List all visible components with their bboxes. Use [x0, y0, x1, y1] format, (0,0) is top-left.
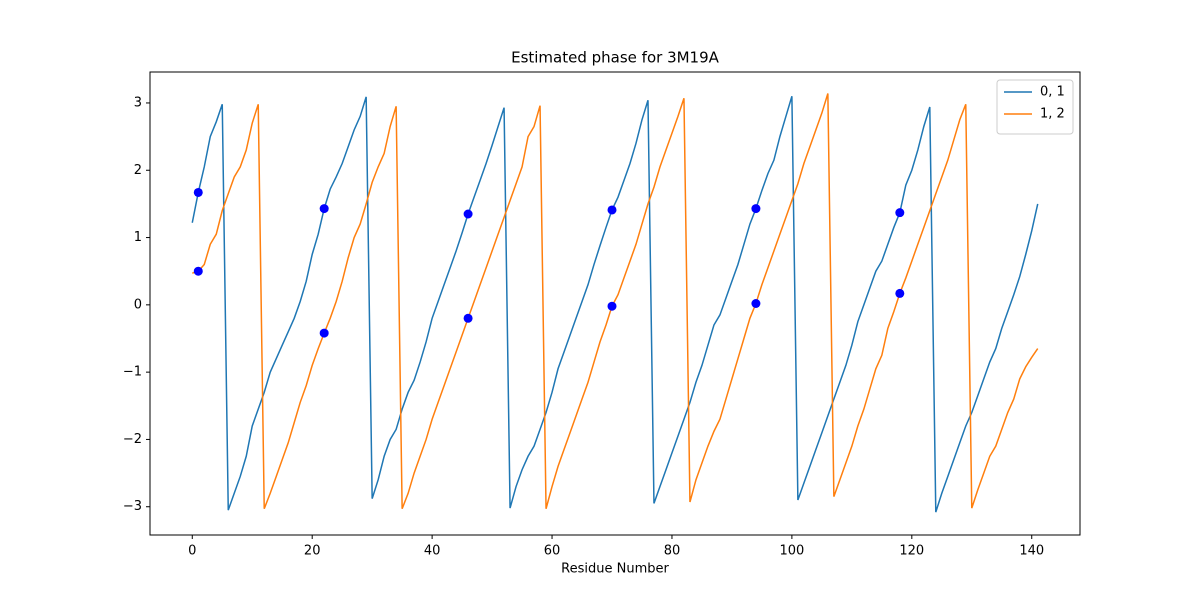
- x-tick-label: 0: [188, 544, 196, 559]
- y-tick-label: −3: [123, 499, 142, 514]
- legend-box: [996, 79, 1074, 135]
- x-tick-label: 100: [779, 544, 804, 559]
- marker: [751, 204, 761, 214]
- x-tick-label: 80: [664, 544, 681, 559]
- y-tick-label: −1: [123, 365, 142, 380]
- y-tick-label: −2: [123, 432, 142, 447]
- y-tick-label: 0: [134, 297, 142, 312]
- y-tick-label: 1: [134, 230, 142, 245]
- marker: [193, 266, 203, 276]
- marker: [895, 208, 905, 218]
- legend-label: 1, 2: [1040, 107, 1065, 122]
- x-tick-label: 60: [544, 544, 561, 559]
- marker: [607, 301, 617, 311]
- x-tick-label: 120: [899, 544, 924, 559]
- x-axis-label: Residue Number: [561, 562, 669, 577]
- x-tick-label: 140: [1019, 544, 1044, 559]
- series-line: [192, 93, 1039, 510]
- x-tick-label: 20: [304, 544, 321, 559]
- x-tick-label: 40: [424, 544, 441, 559]
- y-tick-label: 3: [134, 95, 142, 110]
- marker: [895, 288, 905, 298]
- marker: [607, 205, 617, 215]
- marker: [319, 204, 329, 214]
- chart-title: Estimated phase for 3M19A: [511, 49, 720, 67]
- marker: [463, 209, 473, 219]
- marker: [463, 313, 473, 323]
- plot-frame: [149, 71, 1081, 536]
- y-tick-label: 2: [134, 163, 142, 178]
- marker: [751, 299, 761, 308]
- legend-label: 0, 1: [1040, 85, 1065, 100]
- marker: [319, 328, 329, 338]
- series-line: [191, 96, 1039, 513]
- marker: [193, 187, 203, 197]
